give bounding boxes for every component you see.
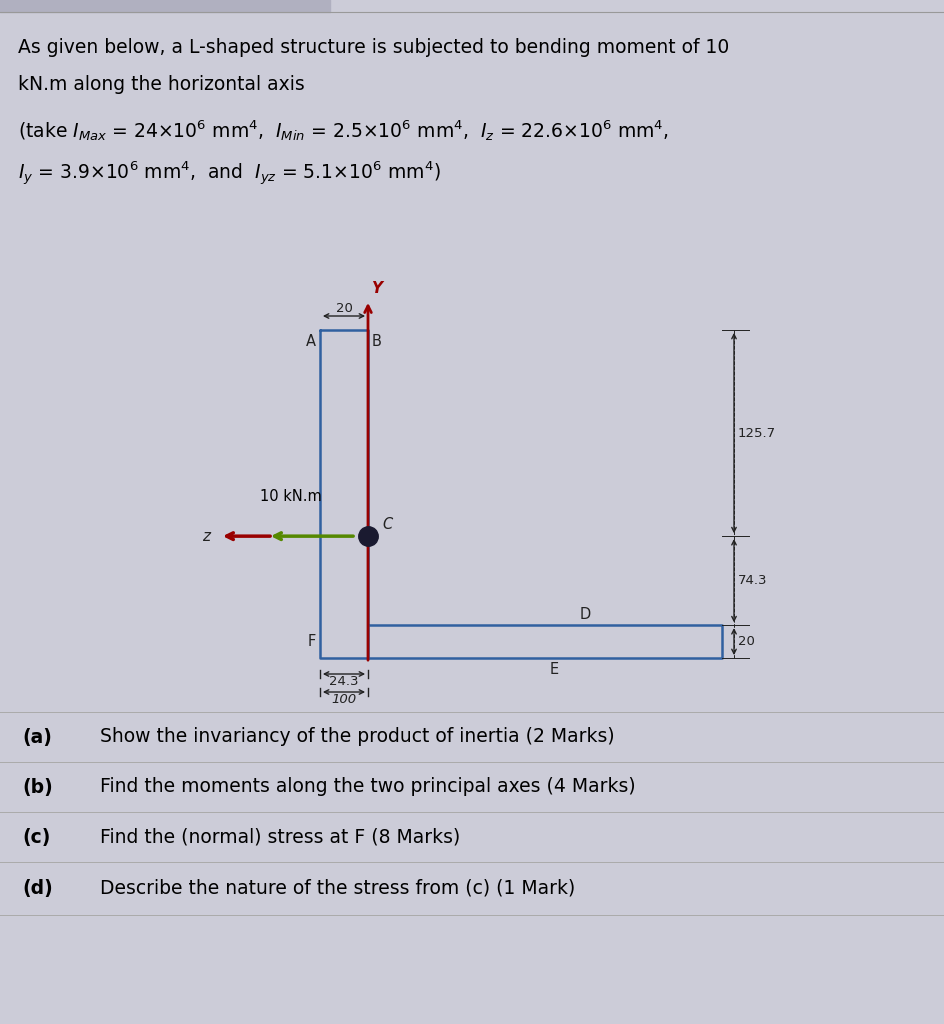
- Text: C: C: [381, 517, 392, 532]
- Text: 20: 20: [737, 635, 754, 648]
- Text: 24.3: 24.3: [329, 675, 359, 688]
- Text: (b): (b): [22, 777, 53, 797]
- Text: (a): (a): [22, 727, 52, 746]
- Text: (d): (d): [22, 879, 53, 898]
- Text: (c): (c): [22, 827, 50, 847]
- Text: 10 kN.m: 10 kN.m: [260, 489, 321, 504]
- Text: E: E: [549, 662, 559, 677]
- Text: 74.3: 74.3: [737, 574, 767, 587]
- Text: $I_y$ = 3.9$\times$10$^6$ mm$^4$,  and  $I_{yz}$ = 5.1$\times$10$^6$ mm$^4$): $I_y$ = 3.9$\times$10$^6$ mm$^4$, and $I…: [18, 160, 440, 188]
- Text: z: z: [202, 528, 210, 544]
- Text: 125.7: 125.7: [737, 427, 775, 439]
- Text: Find the moments along the two principal axes (4 Marks): Find the moments along the two principal…: [100, 777, 635, 797]
- Text: 100: 100: [331, 693, 356, 706]
- Text: D: D: [580, 607, 591, 623]
- Text: As given below, a L-shaped structure is subjected to bending moment of 10: As given below, a L-shaped structure is …: [18, 38, 729, 57]
- Text: B: B: [372, 334, 381, 349]
- Text: Show the invariancy of the product of inertia (2 Marks): Show the invariancy of the product of in…: [100, 727, 614, 746]
- Text: Find the (normal) stress at F (8 Marks): Find the (normal) stress at F (8 Marks): [100, 827, 460, 847]
- Text: F: F: [308, 634, 315, 649]
- Text: Describe the nature of the stress from (c) (1 Mark): Describe the nature of the stress from (…: [100, 879, 575, 898]
- Text: A: A: [306, 334, 315, 349]
- Text: kN.m along the horizontal axis: kN.m along the horizontal axis: [18, 75, 304, 94]
- Text: 20: 20: [335, 302, 352, 315]
- Text: (take $I_{Max}$ = 24$\times$10$^6$ mm$^4$,  $I_{Min}$ = 2.5$\times$10$^6$ mm$^4$: (take $I_{Max}$ = 24$\times$10$^6$ mm$^4…: [18, 118, 668, 142]
- Text: Y: Y: [371, 281, 381, 296]
